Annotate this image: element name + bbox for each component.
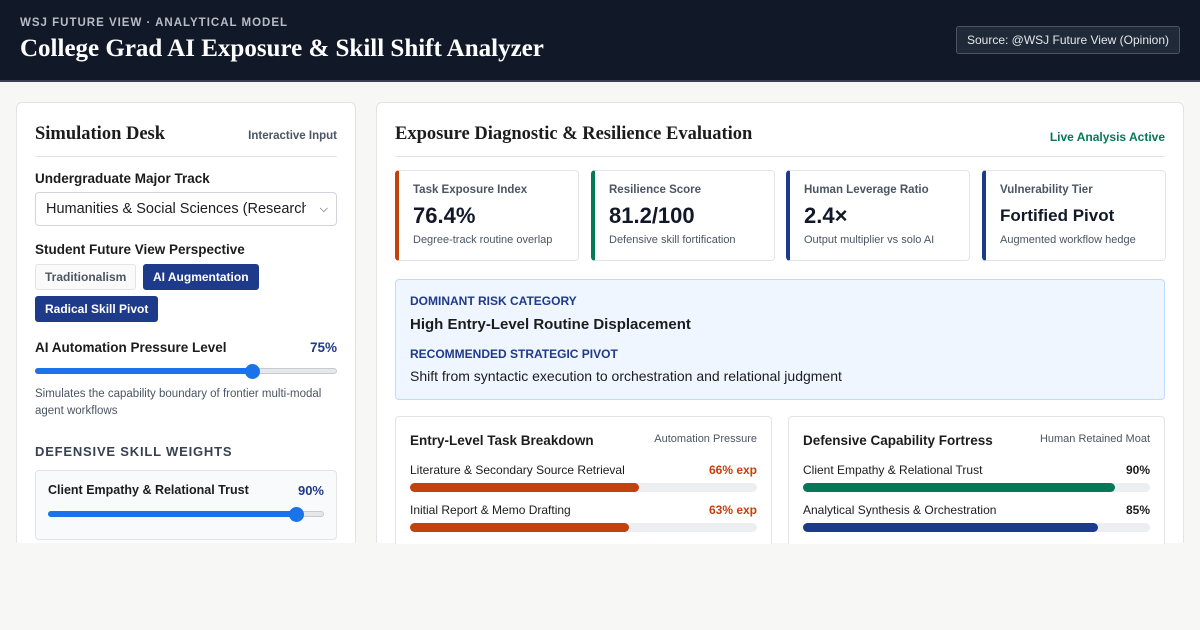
bar-fill bbox=[803, 483, 1116, 492]
slider-thumb[interactable] bbox=[245, 364, 261, 379]
capability-fortress-subtitle: Human Retained Moat bbox=[1039, 433, 1150, 445]
metric-card-task-exposure: Task Exposure Index 76.4% Degree-track r… bbox=[395, 170, 579, 261]
slider-fill bbox=[35, 368, 253, 374]
pivot-text: Shift from syntactic execution to orches… bbox=[410, 368, 842, 384]
source-badge: Source: @WSJ Future View (Opinion) bbox=[955, 26, 1180, 54]
metric-label: Human Leverage Ratio bbox=[804, 184, 929, 196]
metric-label: Vulnerability Tier bbox=[1000, 184, 1093, 196]
divider bbox=[35, 156, 337, 157]
slider-fill bbox=[48, 511, 297, 517]
bar-track bbox=[803, 483, 1150, 492]
slider-thumb[interactable] bbox=[289, 507, 305, 522]
major-track-value: Humanities & Social Sciences (Research bbox=[46, 201, 306, 217]
capability-bar-label: Analytical Synthesis & Orchestration bbox=[803, 503, 997, 517]
perspective-traditionalism-button[interactable]: Traditionalism bbox=[35, 264, 137, 290]
capability-fortress-title: Defensive Capability Fortress bbox=[803, 433, 993, 448]
bar-fill bbox=[803, 523, 1098, 532]
metric-description: Defensive skill fortification bbox=[609, 234, 736, 246]
diagnostic-panel: Exposure Diagnostic & Resilience Evaluat… bbox=[376, 102, 1184, 544]
pivot-heading: RECOMMENDED STRATEGIC PIVOT bbox=[410, 347, 618, 361]
pressure-label: AI Automation Pressure Level bbox=[35, 340, 227, 355]
task-bar-label: Initial Report & Memo Drafting bbox=[410, 503, 571, 517]
metric-value: 2.4× bbox=[804, 203, 848, 228]
live-status-badge: Live Analysis Active bbox=[1049, 130, 1165, 144]
metric-description: Degree-track routine overlap bbox=[413, 234, 553, 246]
task-breakdown-title: Entry-Level Task Breakdown bbox=[410, 433, 594, 448]
perspective-ai-augmentation-button[interactable]: AI Augmentation bbox=[143, 264, 259, 290]
bar-track bbox=[410, 523, 757, 532]
metric-label: Task Exposure Index bbox=[413, 184, 528, 196]
metric-description: Augmented workflow hedge bbox=[1000, 234, 1136, 246]
task-bar-row: Literature & Secondary Source Retrieval … bbox=[410, 463, 757, 495]
task-bar-row: Initial Report & Memo Drafting 63% exp bbox=[410, 503, 757, 535]
metric-description: Output multiplier vs solo AI bbox=[804, 234, 935, 246]
capability-bar-value: 90% bbox=[1125, 463, 1150, 477]
weight-card-client-empathy: Client Empathy & Relational Trust 90% bbox=[35, 470, 337, 540]
metric-card-vulnerability-tier: Vulnerability Tier Fortified Pivot Augme… bbox=[982, 170, 1166, 261]
risk-heading: DOMINANT RISK CATEGORY bbox=[410, 294, 577, 308]
pressure-help-text: Simulates the capability boundary of fro… bbox=[35, 388, 322, 417]
perspective-label: Student Future View Perspective bbox=[35, 242, 245, 257]
simulation-desk-subtitle: Interactive Input bbox=[248, 130, 337, 142]
weight-slider[interactable] bbox=[48, 507, 324, 522]
metric-label: Resilience Score bbox=[609, 184, 702, 196]
simulation-desk-title: Simulation Desk bbox=[35, 124, 166, 144]
bar-fill bbox=[410, 483, 640, 492]
capability-bar-label: Client Empathy & Relational Trust bbox=[803, 463, 983, 477]
page-title: College Grad AI Exposure & Skill Shift A… bbox=[20, 35, 544, 62]
metric-value: 81.2/100 bbox=[609, 203, 695, 228]
simulation-desk-panel: Simulation Desk Interactive Input Underg… bbox=[16, 102, 356, 543]
app-header: WSJ FUTURE VIEW · ANALYTICAL MODEL Colle… bbox=[0, 0, 1200, 82]
diagnostic-title: Exposure Diagnostic & Resilience Evaluat… bbox=[395, 124, 753, 144]
weight-value: 90% bbox=[297, 483, 324, 498]
metric-card-human-leverage: Human Leverage Ratio 2.4× Output multipl… bbox=[786, 170, 970, 261]
weight-label: Client Empathy & Relational Trust bbox=[48, 483, 249, 497]
capability-bar-value: 85% bbox=[1125, 503, 1150, 517]
bar-fill bbox=[410, 523, 629, 532]
major-track-label: Undergraduate Major Track bbox=[35, 171, 210, 186]
task-breakdown-card: Entry-Level Task Breakdown Automation Pr… bbox=[395, 416, 772, 544]
risk-summary-box: DOMINANT RISK CATEGORY High Entry-Level … bbox=[395, 279, 1165, 400]
chevron-down-icon: ⌵ bbox=[319, 203, 328, 215]
capability-bar-row: Client Empathy & Relational Trust 90% bbox=[803, 463, 1150, 495]
metric-value: Fortified Pivot bbox=[1000, 206, 1115, 225]
divider bbox=[395, 156, 1165, 157]
risk-text: High Entry-Level Routine Displacement bbox=[410, 316, 691, 333]
perspective-radical-skill-pivot-button[interactable]: Radical Skill Pivot bbox=[35, 296, 159, 322]
capability-fortress-card: Defensive Capability Fortress Human Reta… bbox=[788, 416, 1165, 544]
pressure-value: 75% bbox=[309, 340, 337, 355]
task-bar-value: 63% exp bbox=[708, 503, 757, 517]
metric-value: 76.4% bbox=[413, 203, 476, 228]
task-bar-value: 66% exp bbox=[708, 463, 757, 477]
header-kicker: WSJ FUTURE VIEW · ANALYTICAL MODEL bbox=[20, 17, 289, 29]
bar-track bbox=[410, 483, 757, 492]
metric-card-resilience-score: Resilience Score 81.2/100 Defensive skil… bbox=[591, 170, 775, 261]
capability-bar-row: Analytical Synthesis & Orchestration 85% bbox=[803, 503, 1150, 535]
task-bar-label: Literature & Secondary Source Retrieval bbox=[410, 463, 625, 477]
major-track-select[interactable]: Humanities & Social Sciences (Research ⌵ bbox=[35, 192, 337, 226]
pressure-slider[interactable] bbox=[35, 364, 337, 379]
task-breakdown-subtitle: Automation Pressure bbox=[654, 433, 757, 445]
bar-track bbox=[803, 523, 1150, 532]
defensive-weights-heading: DEFENSIVE SKILL WEIGHTS bbox=[35, 444, 233, 459]
